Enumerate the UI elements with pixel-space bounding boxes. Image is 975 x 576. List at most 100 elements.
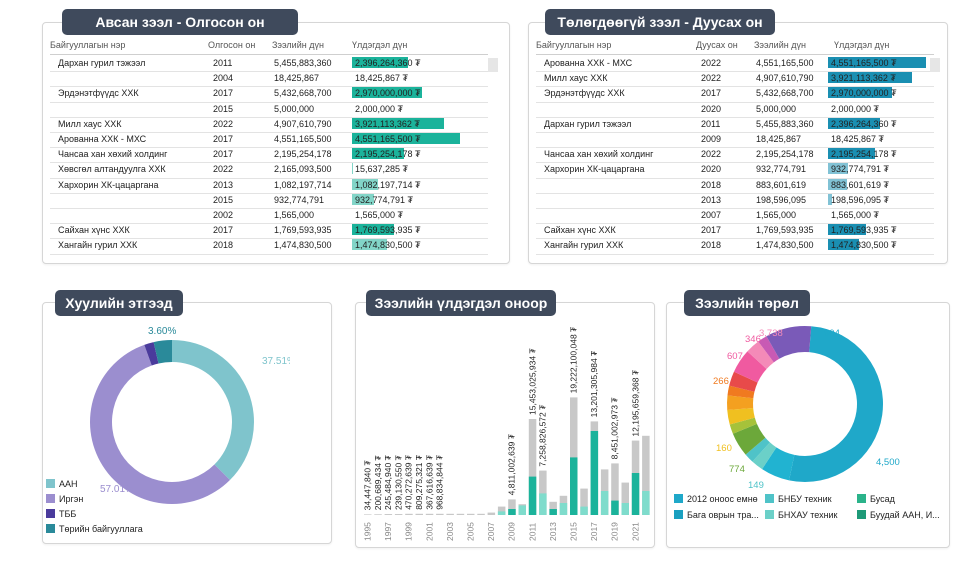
bar-total[interactable]	[487, 512, 496, 515]
bar-balance[interactable]	[518, 505, 527, 515]
row-divider	[536, 147, 934, 149]
bar-total[interactable]	[384, 514, 393, 515]
row-amount: 883,601,619	[756, 179, 807, 190]
bar-total[interactable]	[405, 513, 413, 515]
legend-item[interactable]: Буудай ААН, И...	[857, 510, 940, 520]
table-scrollbar[interactable]	[930, 58, 940, 72]
bar-total[interactable]	[364, 514, 372, 515]
donut-slice[interactable]	[762, 447, 795, 481]
bar-total[interactable]	[415, 513, 424, 515]
row-balance: 18,425,867 ₮	[831, 134, 885, 144]
bar-total[interactable]	[456, 513, 465, 515]
donut-slice[interactable]	[144, 342, 159, 366]
row-year: 2009	[701, 134, 722, 144]
legend-item[interactable]: 2012 оноос емнө	[674, 494, 758, 504]
header-year[interactable]: Олгосон он	[208, 40, 256, 50]
donut-slice[interactable]	[747, 341, 774, 369]
header-divider	[50, 54, 488, 55]
bar-total[interactable]	[394, 514, 403, 515]
donut-slice[interactable]	[745, 437, 770, 462]
donut-slice[interactable]	[732, 423, 766, 455]
bar-balance[interactable]	[497, 511, 506, 515]
bar-balance[interactable]	[570, 457, 578, 515]
donut-slice[interactable]	[733, 351, 767, 383]
legend-item[interactable]: Бусад	[857, 494, 895, 504]
legend-item[interactable]: БНБУ техник	[765, 494, 832, 504]
bar-balance[interactable]	[528, 476, 537, 515]
legal-entity-donut[interactable]: 37.51% 57.01% 3.60%	[90, 322, 290, 522]
bar-balance[interactable]	[580, 506, 588, 515]
balance-by-year-chart[interactable]: 34,447,840 ₮ 1995 200,689,434 ₮ 245,484,940…	[356, 320, 652, 545]
row-amount: 198,596,095	[756, 194, 807, 205]
row-org-name: Хангайн гурил ХХК	[544, 240, 624, 251]
legend-item[interactable]: ТББ	[46, 509, 76, 519]
row-balance: 2,970,000,000 ₮	[355, 88, 421, 99]
legend-label: 2012 оноос емнө	[687, 494, 758, 504]
donut-slice[interactable]	[752, 442, 777, 470]
donut-slice[interactable]	[729, 371, 758, 392]
bar-total[interactable]	[497, 506, 506, 515]
x-tick-label: 2005	[466, 522, 476, 541]
bar-total[interactable]	[425, 513, 434, 515]
bar-total[interactable]	[477, 513, 485, 515]
bar-total[interactable]	[436, 513, 444, 515]
bar-balance[interactable]	[559, 503, 568, 515]
legend-item[interactable]: Бага оврын тра...	[674, 510, 759, 520]
unpaid-loans-title: Төлөгдөөгүй зээл - Дуусах он	[545, 9, 775, 35]
row-balance: 198,596,095 ₮	[831, 194, 890, 205]
header-org-name[interactable]: Байгууллагын нэр	[536, 40, 612, 50]
bar-data-label: 7,258,826,572 ₮	[538, 405, 548, 467]
bar-balance[interactable]	[549, 509, 557, 515]
bar-balance[interactable]	[631, 473, 640, 515]
bar-balance[interactable]	[642, 491, 650, 515]
donut-slice[interactable]	[727, 408, 755, 425]
donut-slice[interactable]	[789, 326, 883, 482]
donut-slice[interactable]	[758, 336, 780, 363]
donut-slice[interactable]	[727, 395, 754, 411]
header-amount[interactable]: Зээлийн дүн	[754, 40, 806, 50]
header-amount[interactable]: Зээлийн дүн	[272, 40, 324, 50]
bar-balance[interactable]	[600, 491, 609, 515]
bar-total[interactable]	[611, 463, 619, 515]
row-divider	[536, 253, 934, 255]
legend-item[interactable]: ААН	[46, 479, 78, 489]
legend-item[interactable]: БНХАУ техник	[765, 510, 838, 520]
legend-label: БНХАУ техник	[778, 510, 838, 520]
bar-total[interactable]	[508, 499, 516, 515]
bar-total[interactable]	[528, 419, 537, 515]
header-org-name[interactable]: Байгууллагын нэр	[50, 40, 126, 50]
bar-total[interactable]	[467, 513, 475, 515]
bar-balance[interactable]	[508, 509, 516, 515]
donut-data-label: 3,738	[759, 328, 783, 339]
donut-slice[interactable]	[90, 344, 230, 504]
bar-total[interactable]	[446, 513, 454, 515]
bar-total[interactable]	[621, 482, 630, 515]
header-year[interactable]: Дуусах он	[696, 40, 738, 50]
donut-slice[interactable]	[727, 385, 755, 399]
bar-total[interactable]	[374, 514, 382, 515]
bar-balance[interactable]	[611, 500, 619, 515]
bar-total[interactable]	[580, 488, 588, 515]
bar-total[interactable]	[642, 435, 650, 515]
bar-balance[interactable]	[621, 503, 630, 515]
donut-slice[interactable]	[153, 340, 172, 364]
bar-balance[interactable]	[539, 493, 547, 515]
bar-balance[interactable]	[590, 431, 599, 515]
bar-total[interactable]	[549, 501, 557, 515]
header-balance[interactable]: Үлдэгдэл дүн	[352, 40, 408, 50]
donut-slice[interactable]	[729, 417, 757, 434]
legend-swatch	[765, 510, 774, 519]
donut-slice[interactable]	[172, 340, 254, 481]
balance-bar	[828, 193, 832, 205]
header-balance[interactable]: Үлдэгдэл дүн	[834, 40, 890, 50]
legend-item[interactable]: Иргэн	[46, 494, 83, 504]
bar-data-label: 13,201,305,984 ₮	[589, 351, 599, 418]
bar-total[interactable]	[570, 397, 578, 515]
donut-slice[interactable]	[766, 326, 812, 359]
row-divider	[536, 132, 934, 133]
table-scrollbar[interactable]	[488, 58, 498, 72]
row-balance: 3,921,113,362 ₮	[831, 73, 896, 84]
bar-total[interactable]	[539, 470, 547, 515]
legend-item[interactable]: Төрийн байгууллага	[46, 524, 143, 534]
